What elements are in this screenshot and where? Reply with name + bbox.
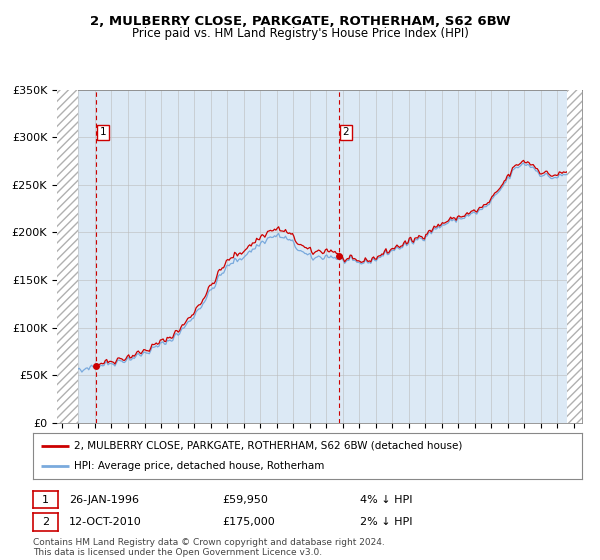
Text: 2, MULBERRY CLOSE, PARKGATE, ROTHERHAM, S62 6BW: 2, MULBERRY CLOSE, PARKGATE, ROTHERHAM, …	[89, 15, 511, 28]
Text: 2: 2	[42, 517, 49, 527]
Text: 2: 2	[343, 128, 349, 137]
Text: 12-OCT-2010: 12-OCT-2010	[69, 517, 142, 527]
Text: £59,950: £59,950	[222, 494, 268, 505]
Text: £175,000: £175,000	[222, 517, 275, 527]
Text: Price paid vs. HM Land Registry's House Price Index (HPI): Price paid vs. HM Land Registry's House …	[131, 27, 469, 40]
Text: 2, MULBERRY CLOSE, PARKGATE, ROTHERHAM, S62 6BW (detached house): 2, MULBERRY CLOSE, PARKGATE, ROTHERHAM, …	[74, 441, 463, 451]
Bar	[567, 90, 582, 423]
Text: HPI: Average price, detached house, Rotherham: HPI: Average price, detached house, Roth…	[74, 461, 325, 471]
Text: 2% ↓ HPI: 2% ↓ HPI	[360, 517, 413, 527]
Text: 26-JAN-1996: 26-JAN-1996	[69, 494, 139, 505]
Bar	[57, 90, 79, 423]
Text: 1: 1	[100, 128, 106, 137]
Text: Contains HM Land Registry data © Crown copyright and database right 2024.
This d: Contains HM Land Registry data © Crown c…	[33, 538, 385, 557]
Text: 4% ↓ HPI: 4% ↓ HPI	[360, 494, 413, 505]
Text: 1: 1	[42, 494, 49, 505]
